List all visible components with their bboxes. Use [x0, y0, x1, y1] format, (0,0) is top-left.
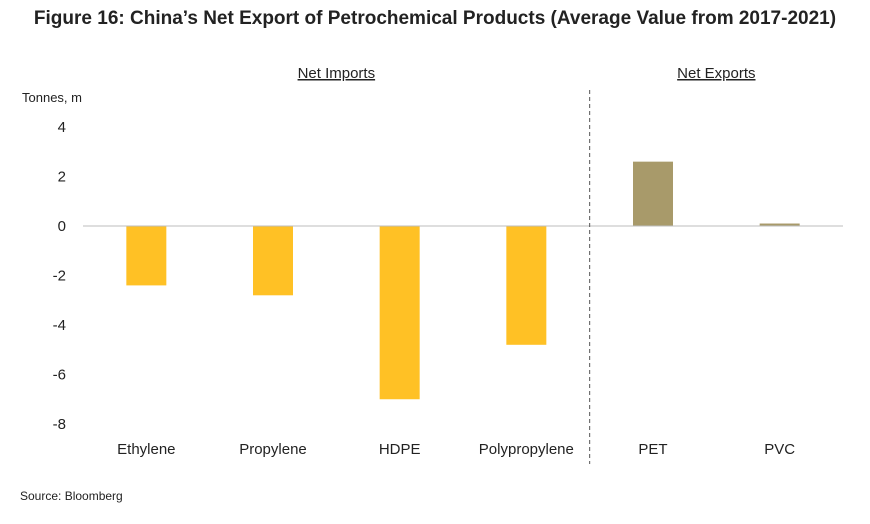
- y-tick-label: -4: [53, 317, 66, 334]
- bar-pet: [633, 161, 673, 226]
- x-tick-label: Polypropylene: [479, 441, 574, 458]
- y-tick-label: 4: [58, 119, 66, 136]
- group-labels: Net Imports Net Exports: [298, 65, 756, 82]
- y-axis-ticks: 4 2 0 -2 -4 -6 -8: [53, 119, 66, 433]
- group-label: Net Exports: [677, 65, 755, 82]
- y-tick-label: -8: [53, 416, 66, 433]
- bar-propylene: [253, 226, 293, 296]
- bar-pvc: [759, 223, 800, 226]
- y-tick-label: -6: [53, 367, 66, 384]
- x-tick-label: Propylene: [239, 441, 307, 458]
- bars: [126, 161, 800, 400]
- bar-hdpe: [379, 226, 420, 400]
- x-axis-ticks: Ethylene Propylene HDPE Polypropylene PET PVC: [117, 441, 795, 458]
- source-note: Source: Bloomberg: [20, 489, 123, 503]
- group-label: Net Imports: [298, 65, 376, 82]
- x-tick-label: PVC: [764, 441, 795, 458]
- y-axis-label: Tonnes, m: [22, 90, 82, 105]
- bar-ethylene: [126, 226, 167, 286]
- y-tick-label: 0: [58, 218, 66, 235]
- y-tick-label: -2: [53, 268, 66, 285]
- x-tick-label: Ethylene: [117, 441, 175, 458]
- x-tick-label: HDPE: [379, 441, 421, 458]
- y-tick-label: 2: [58, 169, 66, 186]
- x-tick-label: PET: [638, 441, 667, 458]
- chart-title: Figure 16: China’s Net Export of Petroch…: [33, 8, 837, 29]
- bar-polypropylene: [506, 226, 547, 345]
